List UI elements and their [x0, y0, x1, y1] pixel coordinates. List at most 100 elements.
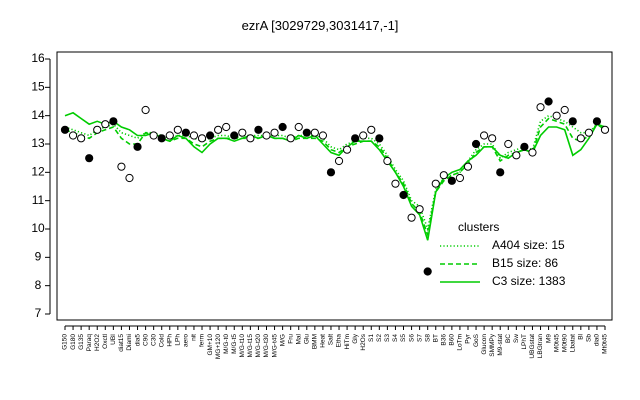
y-tick-label: 8: [35, 278, 42, 292]
data-point: [68, 131, 78, 140]
y-tick-label: 11: [32, 193, 45, 207]
x-tick-label: M/G-t5: [231, 334, 238, 354]
x-tick-label: HPh: [166, 334, 173, 347]
x-tick-label: LoTm: [457, 334, 464, 351]
x-tick-label: BC: [505, 334, 512, 343]
x-tick-label: Cold: [158, 334, 165, 348]
x-tick-label: M/G: [279, 334, 286, 346]
x-tick-label: aero: [183, 334, 190, 347]
x-tick-label: M9: [545, 334, 552, 343]
data-point: [101, 120, 110, 129]
x-tick-label: M/G-t20: [255, 334, 262, 358]
data-point: [342, 145, 352, 154]
plot-frame: [56, 51, 613, 321]
x-tick-label: ferm: [199, 334, 206, 347]
data-point: [133, 142, 142, 151]
data-point: [463, 162, 473, 171]
data-point: [600, 125, 610, 134]
x-tick-label: Sw: [513, 334, 520, 343]
y-tick-label: 12: [31, 165, 45, 179]
x-tick-label: Diami: [126, 334, 133, 351]
data-point: [173, 125, 182, 134]
x-tick-label: HiTm: [344, 334, 351, 350]
data-point: [480, 131, 489, 140]
data-point: [560, 105, 569, 115]
x-tick-label: Glucon: [481, 334, 488, 355]
x-tick-label: LPh: [175, 334, 182, 346]
data-point: [77, 134, 86, 143]
data-point: [214, 125, 223, 134]
y-tick-label: 9: [35, 250, 42, 264]
x-tick-label: H2O2: [94, 334, 101, 351]
x-tick-label: C90: [142, 334, 149, 346]
y-tick-label: 16: [31, 51, 45, 65]
data-point: [326, 168, 336, 177]
data-point: [286, 134, 295, 143]
x-tick-label: Mt0t45: [602, 334, 609, 354]
x-tick-label: GoS: [473, 333, 480, 347]
data-point: [310, 128, 319, 137]
data-point: [254, 125, 263, 134]
data-point: [431, 179, 440, 188]
x-tick-label: Heat: [320, 334, 327, 348]
data-point: [262, 131, 271, 140]
data-point: [512, 151, 521, 160]
x-tick-label: S3: [384, 334, 391, 342]
x-tick-label: G180: [70, 334, 77, 350]
x-tick-label: MG+120: [215, 334, 222, 359]
data-point: [278, 122, 287, 132]
chart-title: ezrA [3029729,3031417,-1]: [242, 18, 399, 33]
data-point: [246, 134, 255, 143]
x-tick-label: diat15: [118, 334, 125, 352]
x-tick-label: BT: [432, 334, 439, 342]
data-point: [302, 128, 311, 137]
series-line: [64, 114, 606, 232]
data-point: [109, 117, 118, 126]
data-point: [125, 173, 134, 183]
data-point: [60, 125, 70, 134]
x-tick-label: LBGtran: [537, 334, 544, 359]
legend-title: clusters: [458, 220, 499, 234]
data-point: [181, 128, 190, 137]
x-tick-label: SMMPy: [489, 333, 496, 357]
x-tick-label: Gly: [352, 333, 359, 344]
data-point: [471, 139, 481, 149]
x-tick-label: C30: [150, 334, 157, 346]
data-point: [496, 168, 505, 177]
data-point: [592, 117, 602, 126]
data-point: [334, 156, 344, 166]
y-tick-label: 7: [35, 306, 42, 320]
x-tick-label: B36: [441, 334, 448, 346]
data-point: [383, 156, 392, 166]
series-line: [64, 111, 606, 241]
x-tick-label: G150: [62, 334, 69, 350]
legend-label: A404 size: 15: [492, 238, 565, 252]
legend-label: B15 size: 86: [492, 256, 558, 270]
x-tick-label: BMM: [312, 334, 319, 349]
data-point: [407, 213, 416, 222]
x-tick-label: LPhT: [521, 334, 528, 350]
x-tick-label: M9-stat: [497, 334, 504, 356]
data-point: [528, 148, 537, 157]
y-tick-label: 15: [31, 80, 45, 94]
data-point: [391, 179, 400, 188]
y-tick-label: 13: [31, 136, 45, 150]
data-point: [399, 190, 408, 200]
data-point: [439, 171, 448, 180]
data-point: [197, 134, 207, 143]
x-tick-label: B60: [449, 334, 456, 346]
x-tick-label: Fru: [287, 334, 294, 344]
x-tick-label: S5: [400, 334, 407, 342]
x-tick-label: Salt: [328, 334, 335, 345]
data-point: [488, 134, 497, 143]
data-point: [447, 176, 456, 185]
data-point: [93, 125, 102, 134]
x-tick-label: M0t90: [561, 334, 568, 352]
data-point: [536, 103, 545, 112]
data-point: [85, 154, 94, 163]
x-tick-label: M/G-t30: [263, 334, 270, 358]
data-point: [318, 131, 328, 140]
x-tick-label: S7: [416, 334, 423, 342]
data-point: [141, 105, 150, 115]
data-point: [117, 162, 126, 171]
